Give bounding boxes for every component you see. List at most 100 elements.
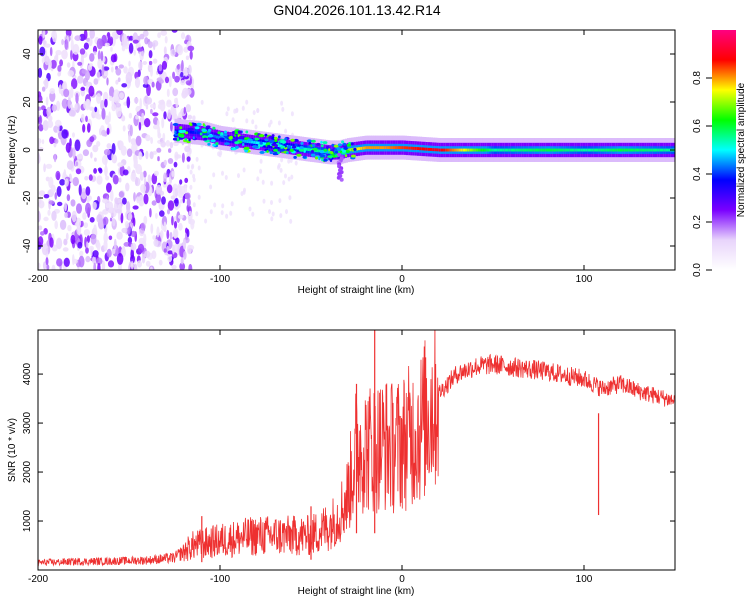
noise-blob <box>97 50 101 61</box>
noise-blob <box>38 262 41 269</box>
noise-blob <box>172 244 175 255</box>
ridge-speckle <box>235 136 238 140</box>
noise-blob <box>57 201 63 207</box>
snr-x-tick-label: 0 <box>399 574 405 585</box>
noise-blob <box>195 211 199 217</box>
snr-frame <box>37 329 676 571</box>
ridge-speckle <box>273 148 278 152</box>
ridge-speckle <box>274 139 278 143</box>
noise-blob <box>144 118 151 128</box>
noise-blob <box>42 30 46 39</box>
ridge-peak <box>205 132 209 136</box>
noise-blob <box>112 174 119 185</box>
ridge-peak <box>652 148 656 152</box>
noise-blob <box>197 165 201 171</box>
noise-blob <box>110 54 117 63</box>
ridge-speckle <box>202 123 205 127</box>
noise-blob <box>127 212 133 221</box>
ridge-tail <box>336 175 341 180</box>
ridge-peak <box>264 142 267 146</box>
spectrogram-y-tick-label: -40 <box>22 238 33 253</box>
noise-blob <box>66 160 74 170</box>
ridge-speckle <box>296 153 302 157</box>
noise-blob <box>115 79 119 85</box>
ridge-peak <box>545 148 549 152</box>
ridge-speckle <box>217 131 221 135</box>
ridge-peak <box>593 148 597 152</box>
noise-blob <box>41 86 46 92</box>
ridge-peak <box>617 148 621 152</box>
ridge-speckle <box>328 157 331 161</box>
noise-blob <box>86 197 90 203</box>
ridge-speckle <box>244 149 249 153</box>
noise-blob <box>76 217 82 228</box>
ridge-speckle <box>271 134 275 138</box>
noise-blob <box>38 111 41 118</box>
ridge-peak <box>349 148 353 152</box>
ridge-peak <box>187 130 191 134</box>
noise-blob <box>184 185 187 195</box>
noise-blob <box>158 259 163 266</box>
noise-blob <box>90 233 97 245</box>
ridge-peak <box>624 148 628 152</box>
ridge-peak <box>382 146 385 150</box>
noise-blob <box>80 187 87 200</box>
noise-blob <box>270 180 274 186</box>
ridge-peak <box>534 148 538 152</box>
noise-blob <box>56 186 62 197</box>
noise-blob <box>96 214 103 224</box>
noise-blob <box>82 123 86 133</box>
noise-blob <box>135 115 139 120</box>
ridge-peak <box>368 146 372 150</box>
ridge-peak <box>541 148 545 152</box>
noise-blob <box>200 99 204 105</box>
noise-blob <box>173 161 178 168</box>
noise-blob <box>121 44 126 52</box>
noise-blob <box>139 98 142 110</box>
noise-blob <box>189 50 193 60</box>
noise-blob <box>38 35 43 45</box>
noise-blob <box>50 184 56 193</box>
ridge-peak <box>521 148 525 152</box>
noise-blob <box>179 179 183 185</box>
noise-blob <box>95 257 103 265</box>
noise-blob <box>152 58 158 64</box>
ridge-speckle <box>316 142 321 146</box>
noise-blob <box>110 46 113 52</box>
noise-blob <box>86 235 90 243</box>
ridge-peak <box>305 147 309 151</box>
ridge-speckle <box>178 133 185 137</box>
noise-blob <box>101 108 106 120</box>
noise-blob <box>43 194 50 199</box>
ridge-speckle <box>181 129 186 133</box>
noise-blob <box>135 135 142 146</box>
noise-blob <box>224 175 228 180</box>
noise-blob <box>262 198 266 204</box>
noise-blob <box>55 119 62 127</box>
ridge-peak <box>650 148 654 152</box>
noise-blob <box>167 109 171 120</box>
noise-blob <box>57 65 62 72</box>
noise-blob <box>41 139 45 145</box>
noise-blob <box>62 247 69 252</box>
noise-blob <box>70 199 76 207</box>
ridge-speckle <box>207 142 211 146</box>
noise-blob <box>181 60 184 72</box>
noise-blob <box>251 119 255 125</box>
noise-blob <box>126 148 133 157</box>
snr-y-tick-label: 1000 <box>22 509 33 532</box>
ridge-speckle <box>319 154 326 158</box>
ridge-peak <box>438 148 442 152</box>
noise-blob <box>189 184 193 190</box>
noise-blob <box>59 179 66 186</box>
noise-blob <box>152 124 159 130</box>
ridge-speckle <box>311 143 316 147</box>
ridge-speckle <box>245 130 249 134</box>
noise-blob <box>38 106 42 111</box>
noise-blob <box>225 111 229 117</box>
noise-blob <box>187 45 195 52</box>
noise-blob <box>142 61 148 65</box>
noise-blob <box>39 46 46 57</box>
noise-blob <box>152 150 157 155</box>
ridge-peak <box>519 148 523 152</box>
